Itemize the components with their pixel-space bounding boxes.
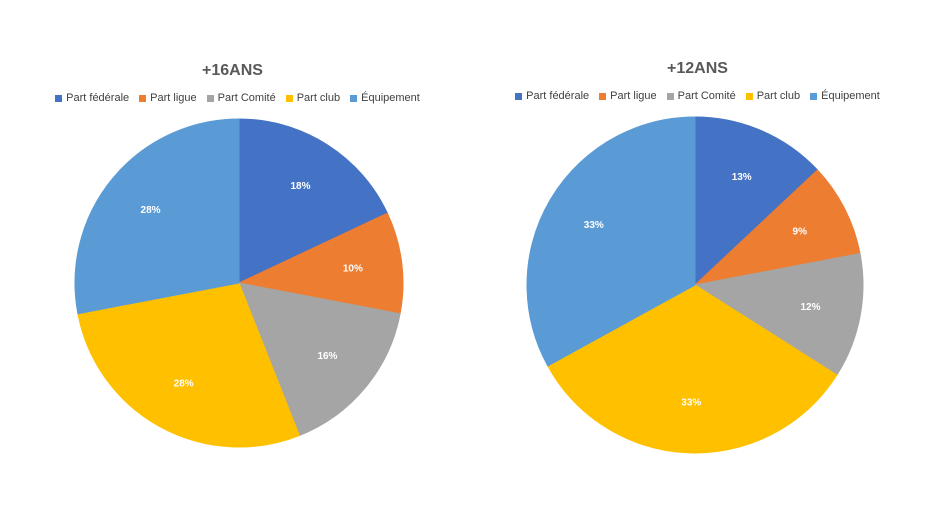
legend-label: Équipement [821,90,880,102]
legend-item: Part fédérale [515,90,589,102]
legend-label: Part Comité [677,90,736,102]
legend-label: Part ligue [150,92,197,104]
legend-item: Équipement [810,90,880,102]
legend-label: Part fédérale [526,90,590,102]
slice-label: 28% [174,379,194,390]
legend-swatch [350,94,358,102]
legend-swatch [666,92,674,100]
legend-item: Équipement [350,92,420,104]
chart-title: +16ANS [202,62,263,79]
legend-item: Part Comité [666,90,736,102]
legend-item: Part club [285,92,341,104]
chart-legend: Part fédérale Part ligue Part Comité Part c… [465,90,930,102]
chart-legend: Part fédérale Part ligue Part Comité Part c… [10,92,465,104]
legend-swatch [206,94,214,102]
legend-label: Part ligue [610,90,657,102]
legend-swatch [810,92,818,100]
pie-chart-16ans: +16ANS Part fédérale Part ligue Part Comit… [10,62,465,448]
slice-label: 18% [291,181,311,192]
pie-slice [238,118,389,284]
legend-label: Équipement [361,92,420,104]
legend-swatch [139,94,147,102]
pie-slice [237,212,404,315]
legend-item: Part ligue [599,90,657,102]
legend-label: Part club [296,92,341,104]
pie-slice [693,169,861,286]
pie-slice [526,116,696,367]
pie-chart-12ans: +12ANS Part fédérale Part ligue Part Comit… [465,0,930,523]
legend-item: Part club [745,90,801,102]
slice-label: 13% [732,172,752,183]
legend-swatch [599,92,607,100]
legend-swatch [515,92,523,100]
slice-label: 16% [317,351,337,362]
legend-label: Part fédérale [66,92,130,104]
pie-slice [693,252,864,376]
slice-label: 33% [681,398,701,409]
pie-slice [547,284,838,454]
legend-item: Part Comité [206,92,276,104]
pie-svg: 13% 9% 12% 33% 33% [526,116,864,454]
slice-label: 28% [141,205,161,216]
legend-item: Part ligue [139,92,197,104]
pie-slice [77,282,301,448]
slice-label: 12% [801,302,821,313]
legend-swatch [55,94,63,102]
legend-label: Part club [756,90,801,102]
legend-label: Part Comité [217,92,276,104]
pie-slice [238,282,401,437]
slice-label: 9% [793,227,808,238]
slice-label: 10% [343,264,363,275]
pie-svg: 18% 10% 16% 28% 28% [74,118,404,448]
legend-swatch [285,94,293,102]
pie-slice [694,116,819,287]
slice-label: 33% [584,220,604,231]
chart-title: +12ANS [667,60,728,77]
legend-swatch [745,92,753,100]
legend-item: Part fédérale [55,92,129,104]
pie-slice [74,118,240,315]
